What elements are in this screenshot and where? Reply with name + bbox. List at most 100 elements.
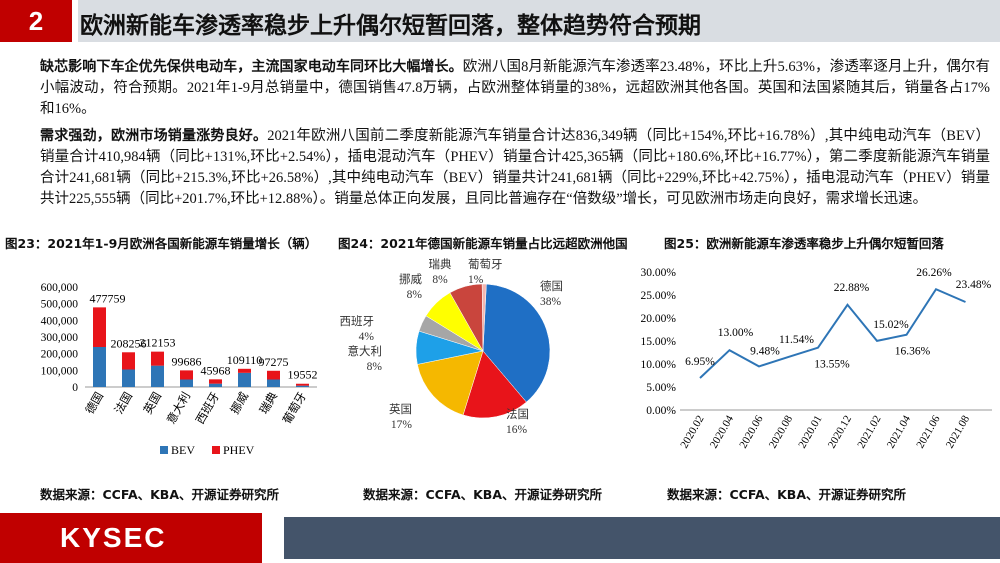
pie-slice: [482, 283, 551, 403]
pie-category-label: 英国: [389, 402, 412, 416]
share-pie-chart: 德国 38% 法国 16% 英国 17% 意大利 8% 西班牙 4% 挪威 8% 瑞典 8% 葡萄牙 1%: [340, 257, 563, 436]
paragraph-2-body: 2021年欧洲八国前二季度新能源汽车销量合计达836,349辆（同比+154%,…: [40, 128, 991, 207]
pie-slice: [481, 283, 487, 352]
line-xtick-label: 2020.06: [737, 413, 766, 450]
page-title: 欧洲新能车渗透率稳步上升偶尔短暂回落，整体趋势符合预期: [80, 13, 701, 39]
bar-category-label: 葡萄牙: [281, 390, 310, 426]
pie-percent-label: 4%: [359, 331, 375, 343]
bar-data-label: 97275: [259, 355, 289, 369]
line-data-label: 23.48%: [956, 279, 992, 291]
bar-segment-phev: [209, 379, 222, 384]
bar-segment-bev: [180, 379, 193, 387]
bar-category-label: 西班牙: [194, 390, 223, 426]
line-data-label: 16.36%: [895, 346, 931, 358]
title-band: [78, 0, 1000, 42]
fig25-title: 图25：欧洲新能源车渗透率稳步上升偶尔短暂回落: [664, 236, 944, 251]
legend-label-phev: PHEV: [223, 443, 255, 457]
paragraph-1: 缺芯影响下车企优先保供电动车，主流国家电动车同环比大幅增长。欧洲八国8月新能源汽…: [40, 57, 990, 120]
line-xtick-label: 2021.08: [944, 413, 973, 450]
line-ytick-label: 0.00%: [646, 405, 676, 417]
pie-percent-label: 38%: [540, 296, 562, 308]
footer-logo-text: KYSEC: [60, 522, 167, 553]
bar-data-label: 109110: [227, 353, 263, 367]
bar-category-label: 法国: [111, 390, 135, 417]
line-ytick-label: 25.00%: [641, 290, 677, 302]
line-ytick-label: 5.00%: [646, 382, 676, 394]
bar-data-label: 212153: [140, 336, 176, 350]
bar-segment-phev: [267, 370, 280, 380]
line-data-label: 11.54%: [779, 334, 814, 346]
fig24-source: 数据来源：CCFA、KBA、开源证券研究所: [363, 487, 603, 502]
line-data-label: 13.55%: [814, 359, 850, 371]
line-data-label: 9.48%: [750, 345, 780, 357]
bar-segment-phev: [180, 370, 193, 380]
legend-label-bev: BEV: [171, 443, 195, 457]
fig24-title: 图24：2021年德国新能源车销量占比远超欧洲他国: [338, 236, 628, 251]
pie-category-label: 挪威: [399, 272, 422, 286]
line-ytick-label: 10.00%: [641, 359, 677, 371]
bar-data-label: 99686: [172, 354, 202, 368]
line-ytick-label: 15.00%: [641, 336, 677, 348]
fig23-title: 图23：2021年1-9月欧洲各国新能源车销量增长（辆）: [5, 236, 318, 251]
bar-data-label: 19552: [288, 368, 318, 382]
bar-ytick-label: 300,000: [41, 332, 79, 344]
pie-category-label: 瑞典: [429, 257, 452, 271]
line-xtick-label: 2020.02: [678, 414, 706, 451]
pie-percent-label: 8%: [367, 361, 383, 373]
bar-data-label: 208256: [111, 336, 147, 350]
penetration-line-chart: 0.00% 5.00% 10.00% 15.00% 20.00% 25.00% 30.00%…: [641, 267, 992, 451]
bar-segment-phev: [122, 352, 135, 370]
line-xtick-label: 2020.12: [826, 414, 854, 451]
pie-percent-label: 17%: [391, 419, 413, 431]
bar-category-label: 瑞典: [256, 389, 280, 416]
pie-percent-label: 8%: [407, 289, 423, 301]
paragraph-2: 需求强劲，欧洲市场销量涨势良好。2021年欧洲八国前二季度新能源汽车销量合计达8…: [40, 126, 990, 210]
bar-ytick-label: 600,000: [41, 282, 79, 294]
bar-segment-bev: [267, 379, 280, 387]
pie-percent-label: 16%: [506, 424, 528, 436]
bar-ytick-label: 100,000: [41, 365, 79, 377]
line-xtick-label: 2021.02: [855, 414, 883, 451]
line-xtick-label: 2021.04: [885, 413, 914, 450]
pie-category-label: 西班牙: [340, 315, 374, 328]
line-data-label: 13.00%: [718, 327, 754, 339]
bar-category-label: 意大利: [164, 390, 193, 427]
bar-data-label: 45968: [201, 363, 231, 377]
line-xtick-label: 2020.01: [796, 414, 824, 451]
sales-bar-chart: 0 100,000 200,000 300,000 400,000 500,000 600,…: [41, 282, 318, 457]
bar-ytick-label: 400,000: [41, 315, 79, 327]
paragraph-1-lead: 缺芯影响下车企优先保供电动车，主流国家电动车同环比大幅增长。: [40, 59, 463, 75]
bar-segment-bev: [209, 383, 222, 387]
pie-slice: [462, 350, 527, 419]
bar-segment-bev: [93, 347, 106, 387]
legend-swatch-phev: [212, 446, 220, 454]
bar-segment-phev: [238, 368, 251, 373]
fig25-source: 数据来源：CCFA、KBA、开源证券研究所: [667, 487, 907, 502]
legend-swatch-bev: [160, 446, 168, 454]
line-ytick-label: 30.00%: [641, 267, 677, 279]
line-xtick-label: 2020.04: [708, 413, 737, 450]
bar-segment-bev: [122, 369, 135, 387]
fig23-source: 数据来源：CCFA、KBA、开源证券研究所: [40, 487, 280, 502]
bar-ytick-label: 0: [72, 382, 78, 394]
paragraph-2-lead: 需求强劲，欧洲市场销量涨势良好。: [40, 128, 268, 144]
pie-slice: [417, 350, 484, 416]
line-ytick-label: 20.00%: [641, 313, 677, 325]
bar-category-label: 德国: [82, 390, 106, 417]
line-data-label: 15.02%: [873, 319, 909, 331]
pie-category-label: 意大利: [348, 344, 383, 358]
bar-segment-phev: [296, 383, 309, 386]
pie-percent-label: 8%: [432, 274, 448, 286]
bar-segment-phev: [93, 307, 106, 347]
pie-category-label: 葡萄牙: [468, 258, 503, 271]
bar-ytick-label: 200,000: [41, 349, 79, 361]
bar-data-label: 477759: [90, 291, 126, 305]
section-number: 2: [0, 0, 72, 42]
bar-segment-bev: [296, 385, 309, 387]
bar-category-label: 挪威: [227, 389, 251, 416]
bar-segment-phev: [151, 351, 164, 366]
footer-band: [284, 517, 1000, 559]
line-data-label: 22.88%: [834, 282, 870, 294]
bar-segment-bev: [151, 365, 164, 387]
bar-segment-bev: [238, 372, 251, 387]
